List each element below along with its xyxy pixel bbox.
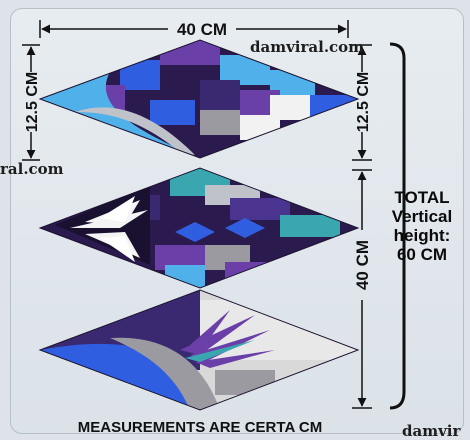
watermark-bottom-right: damvir <box>402 422 461 440</box>
total-line-1: TOTAL <box>394 188 450 207</box>
width-dimension <box>39 20 349 38</box>
watermark-top-right: damviral.com <box>250 38 365 56</box>
watermark-left: ral.com <box>0 160 64 178</box>
middle-quilt-panel <box>38 167 360 289</box>
top-quilt-panel <box>38 39 360 159</box>
total-height-bracket <box>389 42 406 410</box>
right-height-lower-label: 40 CM <box>353 240 372 290</box>
total-line-3: height: <box>393 226 451 245</box>
width-label: 40 CM <box>177 20 227 39</box>
footer-note: MEASUREMENTS ARE CERTA CM <box>78 419 322 436</box>
left-height-label: 12.5 CM <box>24 72 41 132</box>
total-height-label: TOTAL Vertical height: 60 CM <box>376 188 468 264</box>
bottom-quilt-panel <box>38 289 360 411</box>
right-height-lower-dimension <box>352 169 372 409</box>
left-height-dimension <box>22 44 40 161</box>
right-height-upper-label: 12.5 CM <box>355 72 372 132</box>
total-line-4: 60 CM <box>396 245 448 264</box>
total-line-2: Vertical <box>391 207 453 226</box>
right-height-upper-dimension <box>352 44 372 161</box>
